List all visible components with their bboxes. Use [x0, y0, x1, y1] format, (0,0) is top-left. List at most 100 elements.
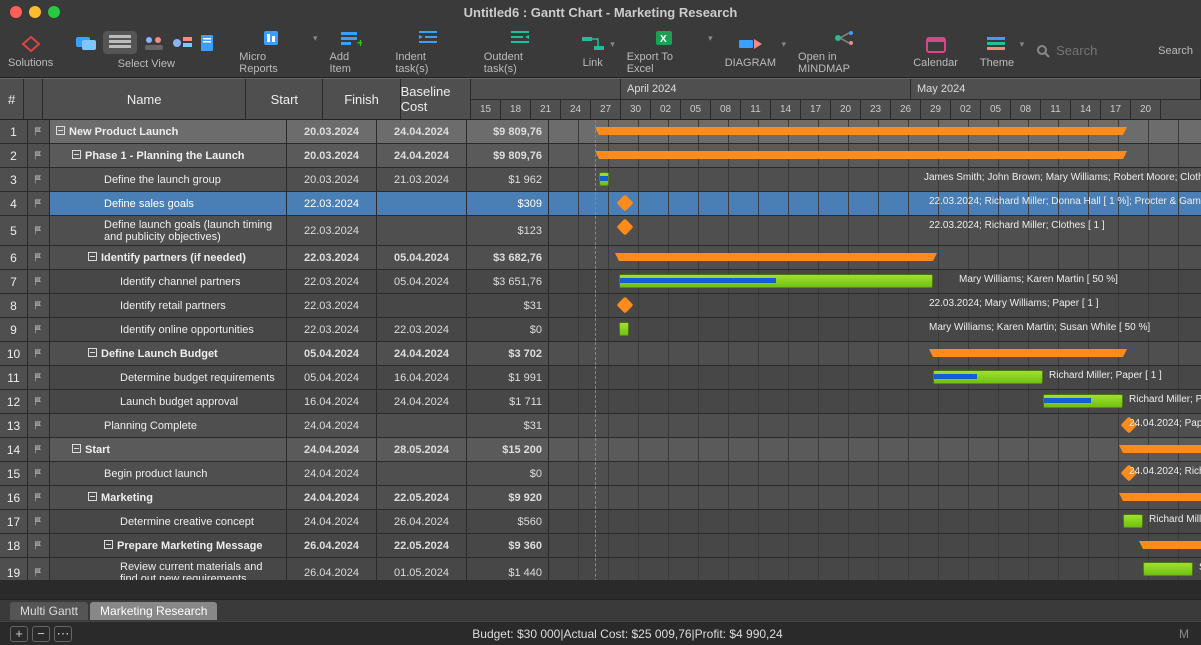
task-name[interactable]: Determine budget requirements	[50, 366, 287, 389]
cell-start[interactable]: 24.04.2024	[287, 438, 377, 461]
timeline-cell[interactable]: 22.03.2024; Richard Miller; Clothes [ 1 …	[549, 216, 1201, 245]
cell-cost[interactable]: $3 702	[467, 342, 549, 365]
cell-cost[interactable]: $560	[467, 510, 549, 533]
timeline-cell[interactable]: 22.03.2024; Mary Williams; Paper [ 1 ]	[549, 294, 1201, 317]
task-row[interactable]: 3Define the launch group20.03.202421.03.…	[0, 168, 1201, 192]
summary-bar[interactable]	[619, 253, 933, 261]
milestone[interactable]	[617, 219, 634, 236]
tab-marketing-research[interactable]: Marketing Research	[90, 602, 217, 620]
flag-cell[interactable]	[28, 534, 50, 557]
timeline-cell[interactable]: 24.04.2024; Richard Miller	[549, 462, 1201, 485]
col-finish[interactable]: Finish	[323, 79, 400, 119]
cell-cost[interactable]: $31	[467, 294, 549, 317]
cell-start[interactable]: 26.04.2024	[287, 534, 377, 557]
task-row[interactable]: 6Identify partners (if needed)22.03.2024…	[0, 246, 1201, 270]
micro-reports-button[interactable]: ▾ Micro Reports	[239, 27, 307, 75]
task-row[interactable]: 2Phase 1 - Planning the Launch20.03.2024…	[0, 144, 1201, 168]
cell-finish[interactable]: 24.04.2024	[377, 390, 467, 413]
task-name[interactable]: Define launch goals (launch timing and p…	[50, 216, 287, 245]
flag-cell[interactable]	[28, 246, 50, 269]
cell-cost[interactable]: $1 711	[467, 390, 549, 413]
collapse-icon[interactable]	[56, 126, 65, 138]
summary-bar[interactable]	[1143, 541, 1201, 549]
minimize-icon[interactable]	[29, 6, 41, 18]
timeline-cell[interactable]: Richard Miller; Paper [ 1 ]	[549, 366, 1201, 389]
flag-cell[interactable]	[28, 438, 50, 461]
timeline-cell[interactable]	[549, 486, 1201, 509]
summary-bar[interactable]	[599, 127, 1123, 135]
cell-finish[interactable]: 01.05.2024	[377, 558, 467, 580]
collapse-icon[interactable]	[88, 492, 97, 504]
timeline-cell[interactable]: Susan White; Mary Williams	[549, 558, 1201, 580]
cell-cost[interactable]: $3 651,76	[467, 270, 549, 293]
cell-cost[interactable]: $15 200	[467, 438, 549, 461]
task-bar[interactable]	[1143, 562, 1193, 576]
solutions-button[interactable]: Solutions	[8, 33, 53, 69]
task-bar[interactable]	[619, 322, 629, 336]
cell-start[interactable]: 22.03.2024	[287, 246, 377, 269]
task-row[interactable]: 14Start24.04.202428.05.2024$15 200	[0, 438, 1201, 462]
cell-finish[interactable]	[377, 414, 467, 437]
task-row[interactable]: 10Define Launch Budget05.04.202424.04.20…	[0, 342, 1201, 366]
resources-icon[interactable]	[171, 34, 193, 52]
timeline-cell[interactable]: James Smith; John Brown; Mary Williams; …	[549, 168, 1201, 191]
cell-cost[interactable]: $1 991	[467, 366, 549, 389]
task-bar[interactable]	[619, 274, 933, 288]
calendar-button[interactable]: Calendar	[913, 33, 958, 69]
cell-finish[interactable]: 22.03.2024	[377, 318, 467, 341]
cell-finish[interactable]: 22.05.2024	[377, 534, 467, 557]
cell-cost[interactable]: $3 682,76	[467, 246, 549, 269]
timeline-cell[interactable]	[549, 534, 1201, 557]
cell-cost[interactable]: $31	[467, 414, 549, 437]
cell-cost[interactable]: $0	[467, 318, 549, 341]
flag-cell[interactable]	[28, 168, 50, 191]
cell-start[interactable]: 20.03.2024	[287, 144, 377, 167]
task-row[interactable]: 8Identify retail partners22.03.2024$3122…	[0, 294, 1201, 318]
task-row[interactable]: 19Review current materials and find out …	[0, 558, 1201, 580]
timeline-cell[interactable]: 24.04.2024; Paper [ 1 ]	[549, 414, 1201, 437]
zoom-in-button[interactable]: +	[10, 626, 28, 642]
timeline-cell[interactable]: Richard Miller	[549, 510, 1201, 533]
cell-finish[interactable]	[377, 216, 467, 245]
cell-finish[interactable]: 24.04.2024	[377, 144, 467, 167]
cell-start[interactable]: 05.04.2024	[287, 342, 377, 365]
tab-multi-gantt[interactable]: Multi Gantt	[10, 602, 88, 620]
task-bar[interactable]	[599, 172, 609, 186]
task-bar[interactable]	[1123, 514, 1143, 528]
link-button[interactable]: ▾ Link	[581, 33, 605, 69]
flag-cell[interactable]	[28, 270, 50, 293]
task-row[interactable]: 4Define sales goals22.03.2024$30922.03.2…	[0, 192, 1201, 216]
timeline-cell[interactable]	[549, 144, 1201, 167]
list-icon[interactable]	[109, 34, 131, 48]
cell-finish[interactable]	[377, 462, 467, 485]
zoom-out-button[interactable]: −	[32, 626, 50, 642]
timeline-cell[interactable]	[549, 342, 1201, 365]
flag-cell[interactable]	[28, 192, 50, 215]
flag-cell[interactable]	[28, 120, 50, 143]
cell-finish[interactable]: 21.03.2024	[377, 168, 467, 191]
cell-start[interactable]: 20.03.2024	[287, 120, 377, 143]
summary-bar[interactable]	[933, 349, 1123, 357]
flag-cell[interactable]	[28, 558, 50, 580]
close-icon[interactable]	[10, 6, 22, 18]
summary-bar[interactable]	[1123, 493, 1201, 501]
search-box[interactable]: Search	[1036, 43, 1193, 58]
flag-cell[interactable]	[28, 366, 50, 389]
cell-finish[interactable]: 26.04.2024	[377, 510, 467, 533]
timeline-cell[interactable]	[549, 120, 1201, 143]
timeline-cell[interactable]: Mary Williams; Karen Martin [ 50 %]	[549, 270, 1201, 293]
cell-start[interactable]: 22.03.2024	[287, 294, 377, 317]
cell-finish[interactable]: 05.04.2024	[377, 270, 467, 293]
collapse-icon[interactable]	[88, 348, 97, 360]
task-row[interactable]: 13Planning Complete24.04.2024$3124.04.20…	[0, 414, 1201, 438]
cell-finish[interactable]: 05.04.2024	[377, 246, 467, 269]
mindmap-button[interactable]: Open in MINDMAP	[798, 27, 891, 75]
cell-start[interactable]: 22.03.2024	[287, 192, 377, 215]
theme-button[interactable]: ▾ Theme	[980, 33, 1014, 69]
cell-finish[interactable]: 24.04.2024	[377, 120, 467, 143]
cell-finish[interactable]: 24.04.2024	[377, 342, 467, 365]
cell-cost[interactable]: $9 920	[467, 486, 549, 509]
col-start[interactable]: Start	[246, 79, 323, 119]
doc-icon[interactable]	[199, 34, 217, 52]
task-row[interactable]: 17Determine creative concept24.04.202426…	[0, 510, 1201, 534]
